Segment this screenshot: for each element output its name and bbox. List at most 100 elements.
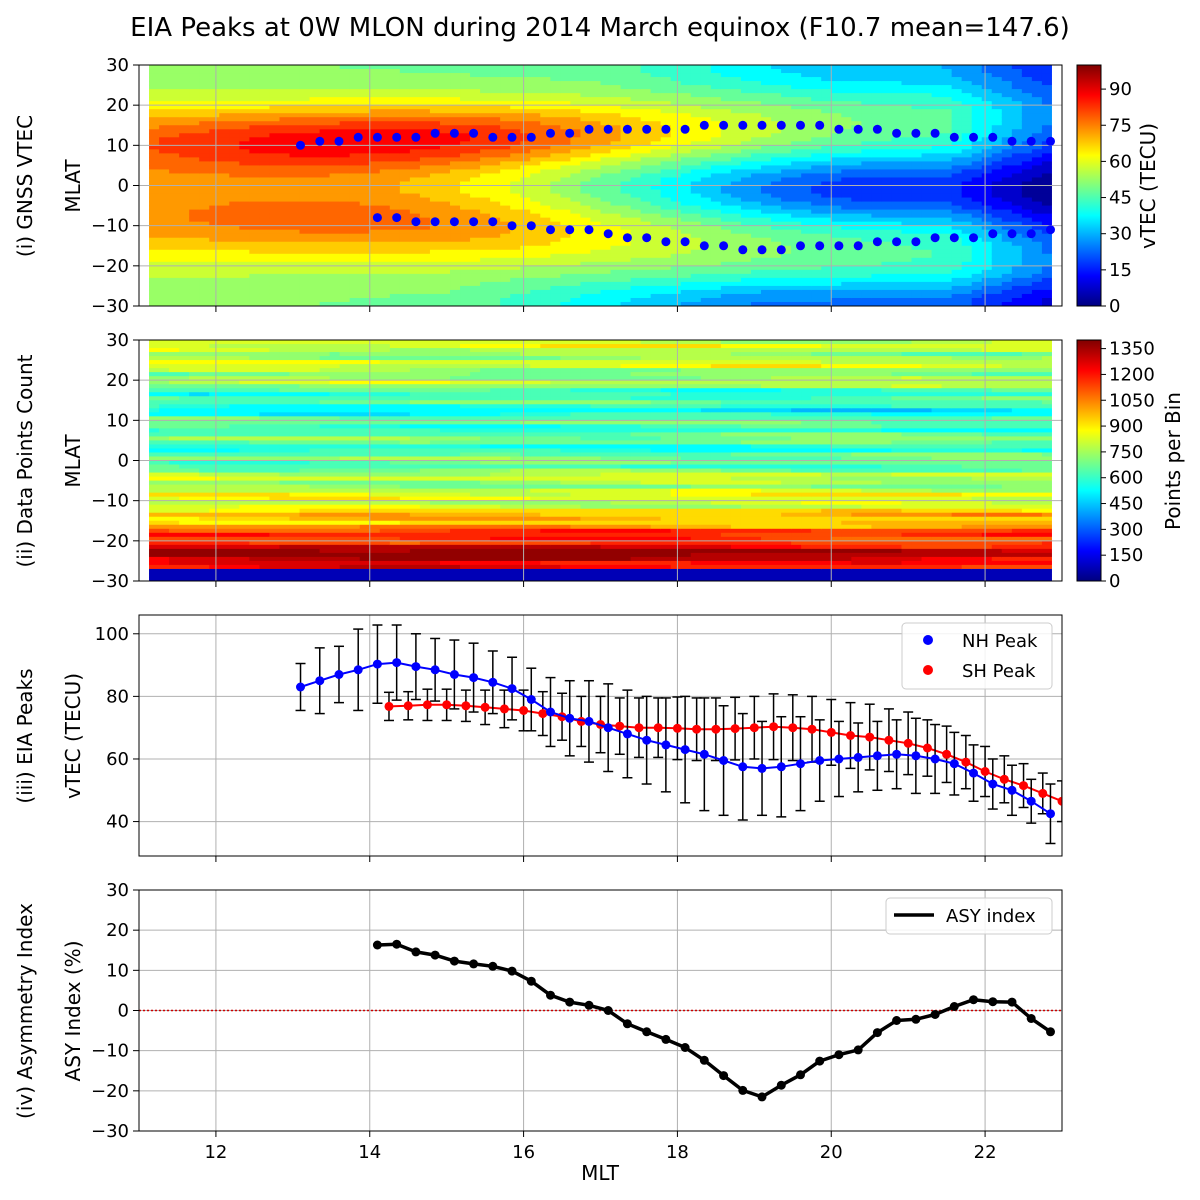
- heatmap-cell: [369, 89, 381, 94]
- heatmap-cell: [650, 281, 662, 287]
- heatmap-cell: [570, 141, 582, 146]
- heatmap-cell: [580, 141, 592, 146]
- heatmap-cell: [740, 197, 752, 203]
- heatmap-cell: [670, 101, 682, 106]
- heatmap-cell: [460, 253, 471, 259]
- heatmap-cell: [670, 149, 682, 154]
- heatmap-cell: [289, 149, 301, 154]
- heatmap-cell: [249, 221, 260, 227]
- heatmap-cell: [590, 97, 602, 102]
- heatmap-cell: [931, 125, 943, 130]
- heatmap-cell: [670, 261, 682, 267]
- heatmap-cell: [359, 269, 371, 275]
- heatmap-cell: [660, 189, 672, 195]
- heatmap-cell: [630, 245, 642, 251]
- heatmap-cell: [139, 73, 150, 78]
- heatmap-cell: [349, 221, 361, 227]
- heatmap-cell: [861, 73, 872, 78]
- heatmap-cell: [730, 233, 742, 239]
- heatmap-cell: [530, 241, 541, 247]
- heatmap-cell: [349, 169, 361, 175]
- heatmap-cell: [540, 161, 551, 167]
- heatmap-cell: [710, 293, 722, 299]
- heatmap-cell: [530, 69, 541, 74]
- heatmap-cell: [630, 169, 642, 175]
- heatmap-cell: [771, 281, 782, 287]
- heatmap-cell: [600, 181, 612, 187]
- heatmap-cell: [831, 293, 842, 299]
- heatmap-cell: [660, 177, 672, 183]
- heatmap-cell: [339, 133, 351, 138]
- heatmap-cell: [791, 205, 802, 211]
- heatmap-cell: [811, 281, 822, 287]
- heatmap-cell: [680, 253, 692, 259]
- heatmap-cell: [650, 201, 662, 207]
- heatmap-cell: [259, 233, 271, 239]
- heatmap-cell: [861, 297, 872, 303]
- heatmap-cell: [500, 101, 511, 106]
- heatmap-cell: [791, 213, 802, 219]
- heatmap-cell: [771, 229, 782, 235]
- heatmap-cell: [379, 301, 391, 306]
- heatmap-cell: [730, 245, 742, 251]
- heatmap-cell: [139, 257, 150, 263]
- heatmap-cell: [881, 185, 893, 191]
- heatmap-cell: [309, 173, 321, 179]
- heatmap-cell: [720, 93, 732, 98]
- heatmap-cell: [189, 73, 200, 78]
- heatmap-cell: [480, 137, 491, 142]
- heatmap-cell: [169, 265, 180, 271]
- heatmap-cell: [961, 269, 973, 275]
- heatmap-cell: [550, 153, 561, 158]
- heatmap-cell: [139, 169, 150, 175]
- heatmap-cell: [801, 237, 812, 243]
- heatmap-cell: [219, 117, 230, 122]
- heatmap-cell: [630, 97, 642, 102]
- heatmap-cell: [480, 209, 491, 215]
- heatmap-cell: [189, 269, 200, 275]
- heatmap-cell: [570, 93, 582, 98]
- heatmap-cell: [159, 169, 170, 175]
- heatmap-cell: [419, 209, 431, 215]
- heatmap-cell: [149, 233, 160, 239]
- heatmap-cell: [429, 261, 441, 267]
- heatmap-cell: [620, 277, 632, 283]
- heatmap-cell: [730, 173, 742, 179]
- heatmap-cell: [700, 101, 712, 106]
- heatmap-cell: [269, 233, 281, 239]
- heatmap-cell: [771, 133, 782, 138]
- heatmap-cell: [269, 225, 281, 231]
- heatmap-cell: [921, 189, 933, 195]
- heatmap-cell: [580, 109, 592, 114]
- heatmap-cell: [219, 193, 230, 199]
- heatmap-cell: [219, 133, 230, 138]
- heatmap-cell: [550, 217, 561, 223]
- heatmap-cell: [159, 221, 170, 227]
- heatmap-cell: [931, 241, 943, 247]
- heatmap-cell: [500, 225, 511, 231]
- heatmap-cell: [319, 121, 331, 126]
- heatmap-cell: [700, 129, 712, 134]
- heatmap-cell: [590, 241, 602, 247]
- heatmap-cell: [740, 77, 752, 82]
- heatmap-cell: [941, 73, 953, 78]
- heatmap-cell: [450, 189, 461, 195]
- heatmap-cell: [811, 277, 822, 283]
- heatmap-cell: [931, 273, 943, 279]
- heatmap-cell: [450, 265, 461, 271]
- heatmap-cell: [450, 289, 461, 295]
- heatmap-cell: [700, 93, 712, 98]
- heatmap-cell: [550, 293, 561, 299]
- heatmap-cell: [249, 145, 260, 150]
- heatmap-cell: [339, 221, 351, 227]
- heatmap-cell: [450, 65, 461, 70]
- heatmap-cell: [219, 265, 230, 271]
- heatmap-cell: [961, 137, 973, 142]
- heatmap-cell: [710, 165, 722, 171]
- heatmap-cell: [319, 285, 331, 291]
- heatmap-cell: [670, 185, 682, 191]
- heatmap-cell: [650, 273, 662, 279]
- heatmap-cell: [740, 181, 752, 187]
- heatmap-cell: [951, 113, 963, 118]
- heatmap-cell: [500, 153, 511, 158]
